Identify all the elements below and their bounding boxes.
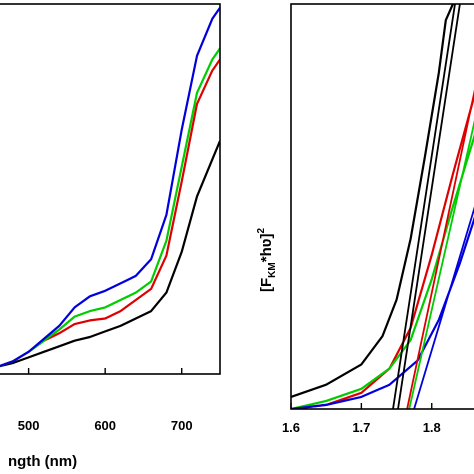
right-x-tick-label: 1.6 [282, 420, 300, 435]
left-series-line-3 [0, 7, 220, 368]
right-series-line-2 [291, 133, 474, 409]
left-x-tick-label: 700 [171, 418, 193, 433]
right-series-line-0 [291, 4, 454, 398]
left-series-line-2 [0, 47, 220, 368]
right-x-tick-label: 1.8 [423, 420, 441, 435]
left-x-tick-label: 500 [18, 418, 40, 433]
left-x-tick-label: 600 [94, 418, 116, 433]
panel-absorbance-wavelength: 500 600 700 ngth (nm) [0, 3, 221, 470]
right-ticks-group: 1.6 1.7 1.8 [282, 403, 441, 435]
left-ticks-group: 500 600 700 [18, 368, 193, 433]
right-series-line-7 [408, 119, 474, 409]
right-series-group [291, 4, 474, 409]
left-plot-frame [0, 3, 221, 375]
right-series-line-6 [406, 89, 474, 409]
left-series-group [0, 7, 220, 368]
ylabel-subscript: KM [267, 262, 278, 278]
right-x-tick-label: 1.7 [352, 420, 370, 435]
left-series-line-0 [0, 140, 220, 368]
right-series-line-8 [413, 206, 474, 409]
right-series-line-5 [397, 4, 461, 409]
ylabel-superscript: 2 [256, 228, 267, 234]
right-series-line-4 [392, 4, 456, 409]
right-y-axis-title: [FKM*hʋ]2 [256, 228, 278, 292]
left-x-axis-title: ngth (nm) [8, 453, 77, 470]
panel-tauc-plot: 1.6 1.7 1.8 [FKM*hʋ]2 [256, 3, 474, 435]
right-plot-frame [290, 3, 474, 410]
